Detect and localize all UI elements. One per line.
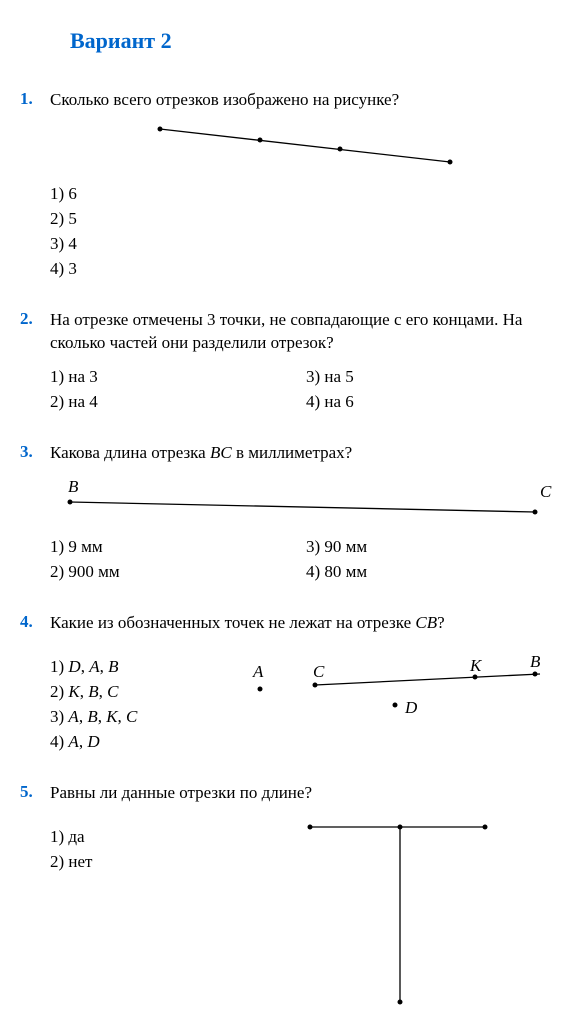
q1-options: 1) 6 2) 5 3) 4 4) 3 — [50, 184, 562, 279]
q3-text: Какова длина отрезка BC в миллиметрах? — [50, 442, 562, 465]
q3-col-left: 1) 9 мм 2) 900 мм — [50, 537, 306, 587]
svg-text:A: A — [252, 662, 264, 681]
q4-svg: A C K B D — [195, 647, 555, 722]
q2-col-right: 3) на 5 4) на 6 — [306, 367, 562, 417]
q4-opt3: 3) A, B, K, C — [50, 707, 195, 727]
q3-opt2: 2) 900 мм — [50, 562, 306, 582]
question-4: 4. Какие из обозначенных точек не лежат … — [20, 612, 562, 757]
q5-text: Равны ли данные отрезки по длине? — [50, 782, 562, 805]
q2-number: 2. — [20, 309, 50, 417]
q2-opt2: 2) на 4 — [50, 392, 306, 412]
q2-opt3: 3) на 5 — [306, 367, 562, 387]
q3-diagram: BC — [50, 477, 562, 527]
q4-text: Какие из обозначенных точек не лежат на … — [50, 612, 562, 635]
svg-text:C: C — [540, 482, 552, 501]
svg-text:K: K — [469, 656, 483, 675]
question-1: 1. Сколько всего отрезков изображено на … — [20, 89, 562, 284]
q4-text-p3: ? — [437, 613, 445, 632]
q2-options: 1) на 3 2) на 4 3) на 5 4) на 6 — [50, 367, 562, 417]
q4-number: 4. — [20, 612, 50, 757]
q3-text-p1: Какова длина отрезка — [50, 443, 210, 462]
svg-text:D: D — [404, 698, 418, 717]
q3-opt3: 3) 90 мм — [306, 537, 562, 557]
q2-text: На отрезке отмечены 3 точки, не совпадаю… — [50, 309, 562, 355]
q3-options: 1) 9 мм 2) 900 мм 3) 90 мм 4) 80 мм — [50, 537, 562, 587]
q1-number: 1. — [20, 89, 50, 284]
q5-options: 1) да 2) нет — [50, 827, 250, 877]
svg-text:B: B — [68, 477, 79, 496]
q4-opt4: 4) A, D — [50, 732, 195, 752]
q5-body: Равны ли данные отрезки по длине? 1) да … — [50, 782, 562, 1017]
q2-body: На отрезке отмечены 3 точки, не совпадаю… — [50, 309, 562, 417]
q3-svg: BC — [50, 477, 560, 522]
question-2: 2. На отрезке отмечены 3 точки, не совпа… — [20, 309, 562, 417]
q3-number: 3. — [20, 442, 50, 587]
q4-text-p1: Какие из обозначенных точек не лежат на … — [50, 613, 415, 632]
q1-diagram — [50, 124, 562, 174]
question-3: 3. Какова длина отрезка BC в миллиметрах… — [20, 442, 562, 587]
q2-opt4: 4) на 6 — [306, 392, 562, 412]
q1-body: Сколько всего отрезков изображено на рис… — [50, 89, 562, 284]
q5-number: 5. — [20, 782, 50, 1017]
q2-opt1: 1) на 3 — [50, 367, 306, 387]
q5-diagram — [250, 817, 562, 1017]
q3-opt4: 4) 80 мм — [306, 562, 562, 582]
svg-text:C: C — [313, 662, 325, 681]
q4-opt2: 2) K, B, C — [50, 682, 195, 702]
svg-text:B: B — [530, 652, 541, 671]
q2-col-left: 1) на 3 2) на 4 — [50, 367, 306, 417]
q1-text: Сколько всего отрезков изображено на рис… — [50, 89, 562, 112]
q5-svg — [250, 817, 550, 1012]
q1-opt4: 4) 3 — [50, 259, 562, 279]
q4-opt1: 1) D, A, B — [50, 657, 195, 677]
q1-opt1: 1) 6 — [50, 184, 562, 204]
q4-layout: 1) D, A, B 2) K, B, C 3) A, B, K, C 4) A, D… — [50, 647, 562, 757]
q5-layout: 1) да 2) нет — [50, 817, 562, 1017]
q4-options: 1) D, A, B 2) K, B, C 3) A, B, K, C 4) A, D — [50, 657, 195, 757]
q1-opt3: 3) 4 — [50, 234, 562, 254]
q4-text-cb: CB — [415, 613, 437, 632]
q3-text-bc: BC — [210, 443, 232, 462]
question-5: 5. Равны ли данные отрезки по длине? 1) … — [20, 782, 562, 1017]
q3-opt1: 1) 9 мм — [50, 537, 306, 557]
q4-body: Какие из обозначенных точек не лежат на … — [50, 612, 562, 757]
variant-title: Вариант 2 — [70, 28, 562, 54]
q3-col-right: 3) 90 мм 4) 80 мм — [306, 537, 562, 587]
q1-svg — [50, 124, 550, 169]
q3-text-p3: в миллиметрах? — [232, 443, 352, 462]
q5-opt2: 2) нет — [50, 852, 250, 872]
q4-diagram: A C K B D — [195, 647, 562, 727]
q3-body: Какова длина отрезка BC в миллиметрах? B… — [50, 442, 562, 587]
q1-opt2: 2) 5 — [50, 209, 562, 229]
q5-opt1: 1) да — [50, 827, 250, 847]
